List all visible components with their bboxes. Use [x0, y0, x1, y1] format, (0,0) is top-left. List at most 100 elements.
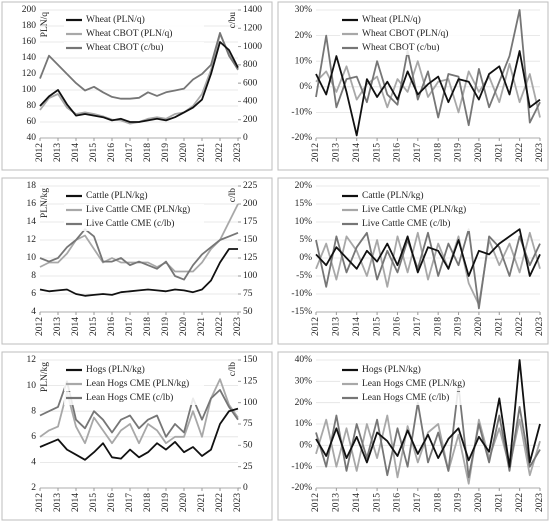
x-tick-label: 2013 — [332, 143, 342, 162]
y2-axis-label: c/lb — [228, 362, 238, 376]
x-tick-label: 2022 — [515, 143, 525, 162]
x-tick-label: 2017 — [413, 317, 423, 336]
legend-label: Live Cattle CME (c/lb) — [86, 218, 174, 229]
legend-bg — [64, 364, 204, 377]
y-tick-label: -20% — [291, 483, 312, 493]
series-line — [39, 228, 239, 281]
y-tick-label: 0% — [299, 441, 312, 451]
y-tick-label: 10% — [295, 217, 313, 227]
x-tick-label: 2014 — [352, 317, 362, 336]
x-tick-label: 2018 — [433, 317, 443, 336]
y2-tick-label: 125 — [243, 377, 258, 387]
x-tick-label: 2012 — [311, 493, 321, 512]
series-line — [315, 228, 541, 277]
x-tick-label: 2023 — [233, 317, 243, 336]
x-tick-label: 2021 — [494, 317, 504, 336]
x-tick-label: 2023 — [535, 143, 545, 162]
x-tick-label: 2015 — [372, 493, 382, 512]
y-tick-label: 200 — [22, 5, 37, 15]
x-tick-label: 2016 — [107, 493, 117, 512]
legend-bg — [64, 28, 204, 41]
y-tick-label: 120 — [22, 69, 37, 79]
y2-axis-label: c/bu — [228, 12, 238, 29]
y2-tick-label: 150 — [243, 355, 258, 365]
x-tick-label: 2023 — [535, 493, 545, 512]
y-tick-label: 6 — [31, 289, 36, 299]
x-tick-label: 2018 — [143, 317, 153, 336]
x-tick-label: 2015 — [372, 143, 382, 162]
x-tick-label: 2023 — [233, 143, 243, 162]
x-tick-label: 2016 — [393, 317, 403, 336]
series-line — [39, 41, 239, 123]
x-tick-label: 2013 — [53, 317, 63, 336]
y2-tick-label: 600 — [243, 78, 258, 88]
x-tick-label: 2022 — [515, 493, 525, 512]
y2-tick-label: 800 — [243, 60, 258, 70]
x-tick-label: 2020 — [474, 143, 484, 162]
y-tick-label: 60 — [27, 117, 37, 127]
legend-bg — [64, 204, 204, 217]
legend-bg — [64, 14, 204, 27]
x-tick-label: 2018 — [433, 493, 443, 512]
x-tick-label: 2013 — [332, 317, 342, 336]
x-tick-label: 2015 — [89, 493, 99, 512]
y-tick-label: -15% — [291, 307, 312, 317]
x-tick-label: 2017 — [125, 493, 135, 512]
x-tick-label: 2022 — [215, 493, 225, 512]
x-tick-label: 2016 — [393, 143, 403, 162]
y-tick-label: 4 — [31, 458, 36, 468]
y-tick-label: 30% — [295, 377, 313, 387]
x-tick-label: 2012 — [35, 317, 45, 336]
legend-label: Wheat CBOT (PLN/q) — [362, 28, 448, 39]
legend-bg — [340, 42, 480, 55]
y-tick-label: -10% — [291, 108, 312, 118]
y2-tick-label: 100 — [243, 398, 258, 408]
y2-axis-label: c/lb — [228, 188, 238, 202]
x-tick-label: 2019 — [454, 143, 464, 162]
legend-bg — [64, 392, 204, 405]
y-tick-label: 140 — [22, 53, 37, 63]
legend-label: Wheat (PLN/q) — [86, 14, 145, 25]
x-tick-label: 2022 — [515, 317, 525, 336]
legend-bg — [340, 204, 480, 217]
series-line — [315, 50, 541, 137]
y-tick-label: 0% — [299, 253, 312, 263]
legend-bg — [340, 218, 480, 231]
legend-label: Wheat (PLN/q) — [362, 14, 421, 25]
legend-label: Lean Hogs CME (PLN/kg) — [362, 378, 465, 389]
y-tick-label: -20% — [291, 133, 312, 143]
x-tick-label: 2014 — [71, 493, 81, 512]
y-tick-label: 5% — [299, 235, 312, 245]
x-tick-label: 2012 — [311, 143, 321, 162]
legend-bg — [340, 378, 480, 391]
x-tick-label: 2020 — [179, 143, 189, 162]
series-line — [39, 378, 239, 445]
series-line — [315, 60, 541, 118]
x-tick-label: 2019 — [454, 493, 464, 512]
x-tick-label: 2013 — [332, 493, 342, 512]
legend-bg — [64, 378, 204, 391]
legend-bg — [64, 190, 204, 203]
x-tick-label: 2014 — [71, 317, 81, 336]
x-tick-label: 2017 — [413, 143, 423, 162]
x-tick-label: 2018 — [143, 143, 153, 162]
legend-label: Hogs (PLN/kg) — [362, 364, 421, 375]
y-tick-label: 40% — [295, 355, 313, 365]
x-tick-label: 2021 — [494, 493, 504, 512]
y-tick-label: 18 — [27, 181, 37, 191]
x-tick-label: 2016 — [393, 493, 403, 512]
y-tick-label: 180 — [22, 21, 37, 31]
y2-tick-label: 225 — [243, 181, 258, 191]
y-tick-label: 20% — [295, 31, 313, 41]
x-tick-label: 2015 — [372, 317, 382, 336]
y2-tick-label: 50 — [243, 441, 253, 451]
x-tick-label: 2018 — [433, 143, 443, 162]
y-tick-label: 100 — [22, 85, 37, 95]
y-tick-label: 6 — [31, 432, 36, 442]
x-tick-label: 2012 — [311, 317, 321, 336]
y2-tick-label: 75 — [243, 289, 253, 299]
series-line — [39, 380, 239, 438]
legend-label: Cattle (PLN/kg) — [362, 190, 423, 201]
y-tick-label: 12 — [27, 235, 37, 245]
